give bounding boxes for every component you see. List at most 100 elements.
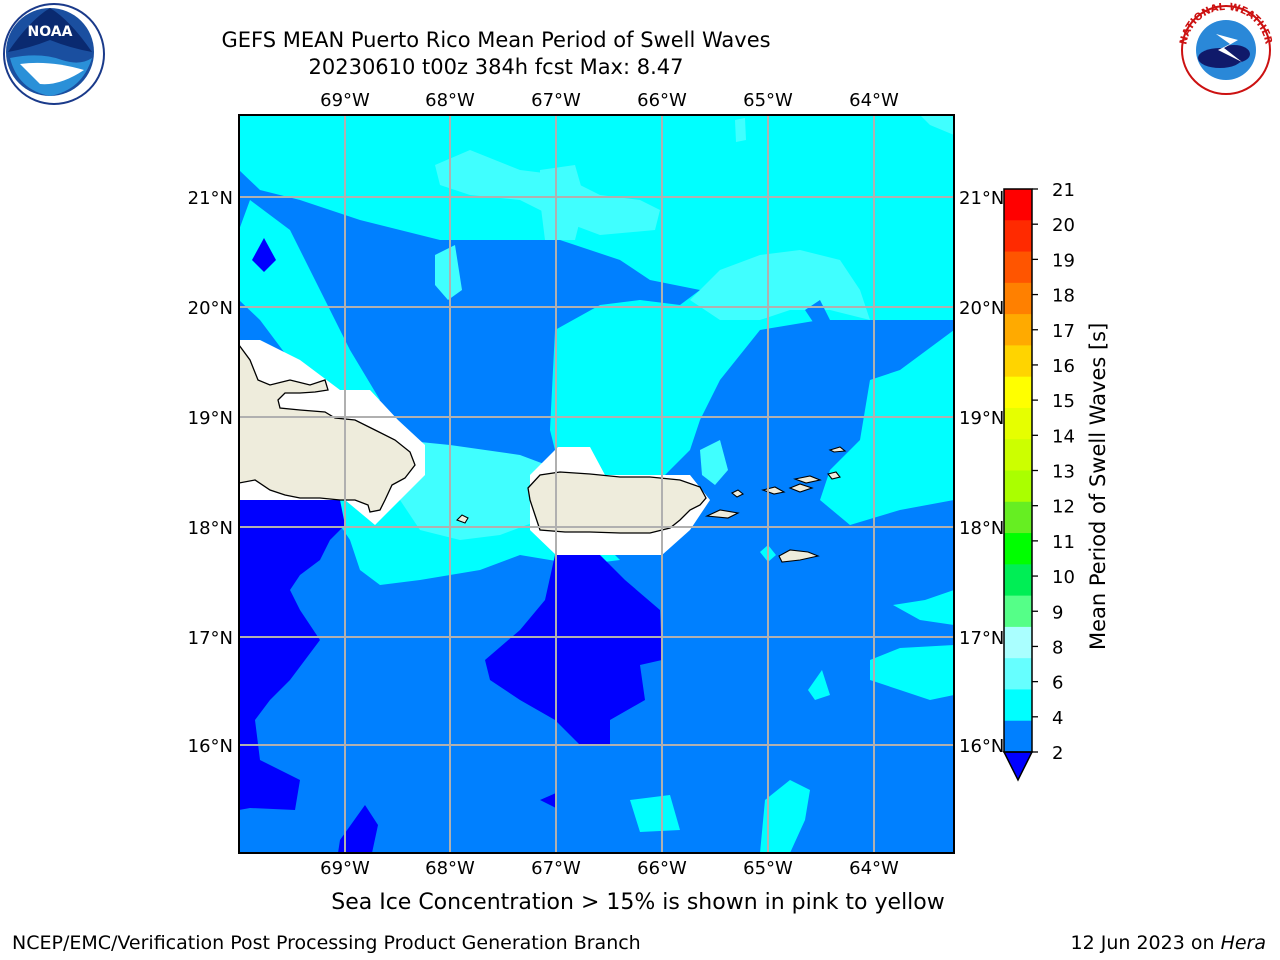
colorbar-tick-label: 10 (1052, 567, 1075, 588)
footer-credit: NCEP/EMC/Verification Post Processing Pr… (12, 932, 641, 954)
lon-tick-bottom: 65°W (743, 858, 793, 879)
fill-below-2-sw2 (250, 540, 274, 568)
contour-fill-layer (239, 115, 954, 853)
colorbar-segment (1004, 720, 1032, 753)
colorbar-tick-label: 17 (1052, 321, 1075, 342)
lat-tick-left: 16°N (188, 736, 233, 757)
colorbar-segment (1004, 626, 1032, 659)
lat-tick-right: 20°N (959, 298, 1004, 319)
map-title: GEFS MEAN Puerto Rico Mean Period of Swe… (221, 28, 771, 52)
fill-6-8-d (540, 165, 585, 240)
footer-host: Hera (1220, 932, 1266, 954)
lon-tick-bottom: 66°W (637, 858, 687, 879)
colorbar-segments (1002, 188, 1034, 782)
lon-tick-top: 69°W (320, 90, 370, 111)
colorbar-tick-label: 11 (1052, 532, 1075, 553)
st-john (788, 483, 814, 493)
fill-6-8-a (400, 440, 560, 540)
lon-tick-top: 65°W (743, 90, 793, 111)
fill-4-6-se-e (760, 780, 810, 853)
map-subtitle: 20230610 t00z 384h fcst Max: 8.47 (308, 55, 684, 79)
fill-4-6-se-c (808, 670, 830, 700)
lat-tick-left: 21°N (188, 188, 233, 209)
map-frame (238, 114, 955, 854)
colorbar-tick-label: 6 (1052, 673, 1063, 694)
fill-below-2-s (338, 805, 378, 853)
lon-tick-bottom: 69°W (320, 858, 370, 879)
colorbar-tick-label: 20 (1052, 215, 1075, 236)
lat-tick-left: 18°N (188, 518, 233, 539)
colorbar-tick-label: 18 (1052, 286, 1075, 307)
colorbar-segment (1004, 251, 1032, 284)
gridlines (239, 115, 954, 853)
colorbar-tick-label: 4 (1052, 708, 1063, 729)
colorbar-tick-label: 9 (1052, 602, 1063, 623)
colorbar-tick-label: 21 (1052, 180, 1075, 201)
fill-6-8-g (735, 118, 746, 142)
noaa-logo: NOAA (3, 3, 105, 105)
lon-tick-bottom: 67°W (531, 858, 581, 879)
colorbar-extend-triangle (1002, 751, 1034, 782)
fill-below-2-southwest (239, 500, 345, 810)
colorbar-segment (1004, 501, 1032, 534)
lon-tick-top: 68°W (425, 90, 475, 111)
anegada (828, 446, 847, 453)
colorbar-segment (1004, 282, 1032, 315)
colorbar-segment (1004, 564, 1032, 597)
colorbar-segment (1004, 345, 1032, 378)
lat-tick-right: 18°N (959, 518, 1004, 539)
lat-tick-right: 16°N (959, 736, 1004, 757)
footer-date: 12 Jun 2023 on Hera (1071, 932, 1266, 954)
fill-4-6-se-b (893, 590, 954, 625)
lon-tick-top: 67°W (531, 90, 581, 111)
fill-6-8-e (435, 245, 462, 300)
noaa-logo-text: NOAA (28, 24, 73, 40)
vieques (704, 509, 740, 519)
fill-below-2-center (485, 555, 662, 745)
tortola (792, 475, 822, 484)
fill-below-2-s2 (540, 793, 556, 808)
colorbar-tick-label: 8 (1052, 637, 1063, 658)
fill-6-8-f (920, 115, 954, 135)
fill-4-6-north (239, 115, 954, 525)
colorbar-ticks: 21 20 19 18 17 16 15 14 13 12 11 10 9 8 6 4 2 (1032, 180, 1075, 764)
colorbar-segment (1004, 689, 1032, 722)
lat-tick-left: 17°N (188, 628, 233, 649)
colorbar-segment (1004, 314, 1032, 346)
virgin-gorda (827, 471, 841, 480)
sea-ice-note: Sea Ice Concentration > 15% is shown in … (331, 890, 945, 915)
colorbar-segment (1004, 189, 1032, 221)
fill-below-2-nw (252, 238, 276, 272)
lat-tick-right: 17°N (959, 628, 1004, 649)
nws-logo: NATIONAL WEATHER SERVICE (1172, 0, 1274, 95)
colorbar-segment (1004, 439, 1032, 471)
hispaniola-land (239, 343, 416, 513)
lon-tick-top: 66°W (637, 90, 687, 111)
colorbar-segment (1004, 470, 1032, 503)
fill-6-8-h (700, 440, 728, 485)
colorbar-tick-label: 13 (1052, 462, 1075, 483)
colorbar-tick-label: 14 (1052, 426, 1075, 447)
lat-tick-left: 20°N (188, 298, 233, 319)
fill-4-6-se-d (630, 795, 680, 832)
colorbar-tick-label: 15 (1052, 391, 1075, 412)
colorbar-tick-label: 19 (1052, 250, 1075, 271)
isla-mona (456, 514, 469, 524)
fill-4-6-se-a (870, 645, 954, 700)
colorbar-tick-label: 12 (1052, 497, 1075, 518)
lon-tick-top: 64°W (849, 90, 899, 111)
colorbar-segment (1004, 407, 1032, 440)
lat-tick-left: 19°N (188, 408, 233, 429)
colorbar-segment (1004, 220, 1032, 253)
footer-date-text: 12 Jun 2023 on (1070, 932, 1221, 954)
colorbar-segment (1004, 376, 1032, 409)
lat-tick-right: 21°N (959, 188, 1004, 209)
st-croix (778, 549, 820, 563)
colorbar-segment (1004, 533, 1032, 565)
fill-6-8-c (690, 250, 870, 320)
lon-tick-bottom: 64°W (849, 858, 899, 879)
colorbar-tick-label: 2 (1052, 743, 1063, 764)
colorbar-segment (1004, 595, 1032, 628)
